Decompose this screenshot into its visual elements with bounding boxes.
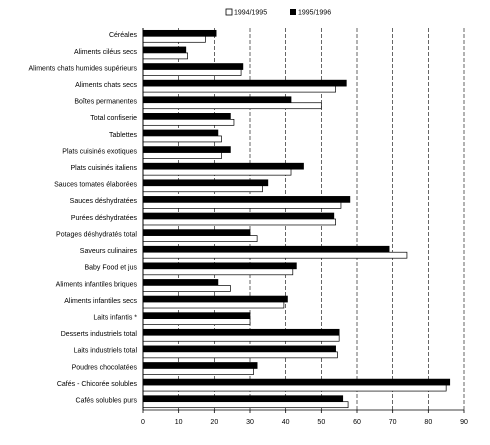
bar	[142, 146, 231, 153]
bar	[142, 118, 235, 126]
bar	[142, 268, 294, 276]
x-tick-label: 80	[424, 419, 432, 426]
y-tick-label: Laits infantis *	[93, 314, 137, 321]
bar	[142, 378, 451, 386]
bar	[142, 85, 336, 93]
y-tick-label: Cafés - Chicorée solubles	[57, 381, 138, 388]
x-tick-label: 10	[175, 419, 183, 426]
bar	[142, 295, 288, 303]
bar	[142, 162, 304, 170]
bar	[142, 279, 219, 286]
y-tick-label: Purées déshydratées	[71, 215, 138, 222]
bar	[142, 301, 285, 309]
legend-swatch	[225, 8, 233, 16]
y-tick-label: Potages déshydratés total	[56, 231, 137, 238]
y-tick-label: Total confiserie	[90, 115, 137, 122]
y-tick-label: Aliments chats secs	[75, 82, 137, 89]
bar	[142, 229, 251, 236]
y-tick-label: Sauces tomates élaborées	[54, 182, 137, 189]
y-tick-label: Desserts industriels total	[61, 331, 138, 338]
bar	[142, 29, 217, 37]
bar	[142, 312, 251, 320]
y-tick-label: Saveurs culinaires	[80, 248, 138, 255]
bar	[142, 368, 254, 375]
bar	[142, 351, 338, 359]
bar	[142, 202, 342, 209]
bar	[142, 102, 322, 110]
y-tick-label: Aliments ciléus secs	[74, 49, 138, 56]
bar	[142, 401, 349, 409]
bar	[142, 52, 188, 60]
bar	[142, 185, 263, 193]
y-tick-label: Poudres chocolatées	[72, 364, 138, 371]
bar	[142, 129, 219, 137]
bar	[142, 135, 222, 143]
bar	[142, 79, 347, 87]
x-tick-label: 50	[317, 419, 325, 426]
bar	[142, 251, 408, 259]
x-tick-label: 60	[353, 419, 361, 426]
bar	[142, 96, 292, 104]
x-tick-label: 70	[389, 419, 397, 426]
legend-label: 1995/1996	[298, 9, 331, 16]
bar	[142, 245, 390, 253]
bar	[142, 212, 335, 220]
y-tick-label: Tablettes	[109, 132, 138, 139]
y-tick-label: Aliments chats humides supérieurs	[28, 65, 137, 72]
y-tick-label: Plats cuisinés exotiques	[62, 148, 137, 155]
y-tick-label: Cafés solubles purs	[76, 398, 138, 405]
legend-label: 1994/1995	[234, 9, 267, 16]
bar	[142, 179, 269, 187]
y-tick-label: Baby Food et jus	[84, 265, 137, 272]
x-tick-label: 30	[246, 419, 254, 426]
x-tick-label: 40	[282, 419, 290, 426]
bar	[142, 218, 336, 226]
y-tick-label: Céréales	[109, 32, 138, 39]
y-tick-label: Sauces déshydratées	[70, 198, 138, 205]
y-tick-label: Boîtes permanentes	[74, 99, 137, 106]
x-tick-label: 90	[460, 419, 468, 426]
bar	[142, 334, 340, 342]
bar	[142, 168, 292, 176]
bar	[142, 35, 206, 43]
bar	[142, 113, 231, 120]
bar	[142, 395, 344, 403]
y-tick-label: Laits industriels total	[74, 348, 138, 355]
y-tick-label: Aliments infantiles briques	[56, 281, 138, 288]
bar	[142, 345, 336, 353]
x-tick-label: 0	[141, 419, 145, 426]
y-tick-label: Aliments infantiles secs	[64, 298, 137, 305]
bar	[142, 69, 242, 76]
bar	[142, 46, 187, 54]
x-tick-label: 20	[210, 419, 218, 426]
bar	[142, 318, 251, 325]
y-tick-label: Plats cuisinés italiens	[70, 165, 137, 172]
bar	[142, 196, 351, 203]
bar	[142, 328, 340, 336]
bar	[142, 262, 297, 270]
bar	[142, 235, 258, 242]
bar	[142, 384, 447, 392]
bar	[142, 362, 258, 369]
bar	[142, 152, 222, 159]
legend-swatch	[290, 9, 296, 15]
bar	[142, 63, 244, 70]
bar	[142, 285, 231, 292]
